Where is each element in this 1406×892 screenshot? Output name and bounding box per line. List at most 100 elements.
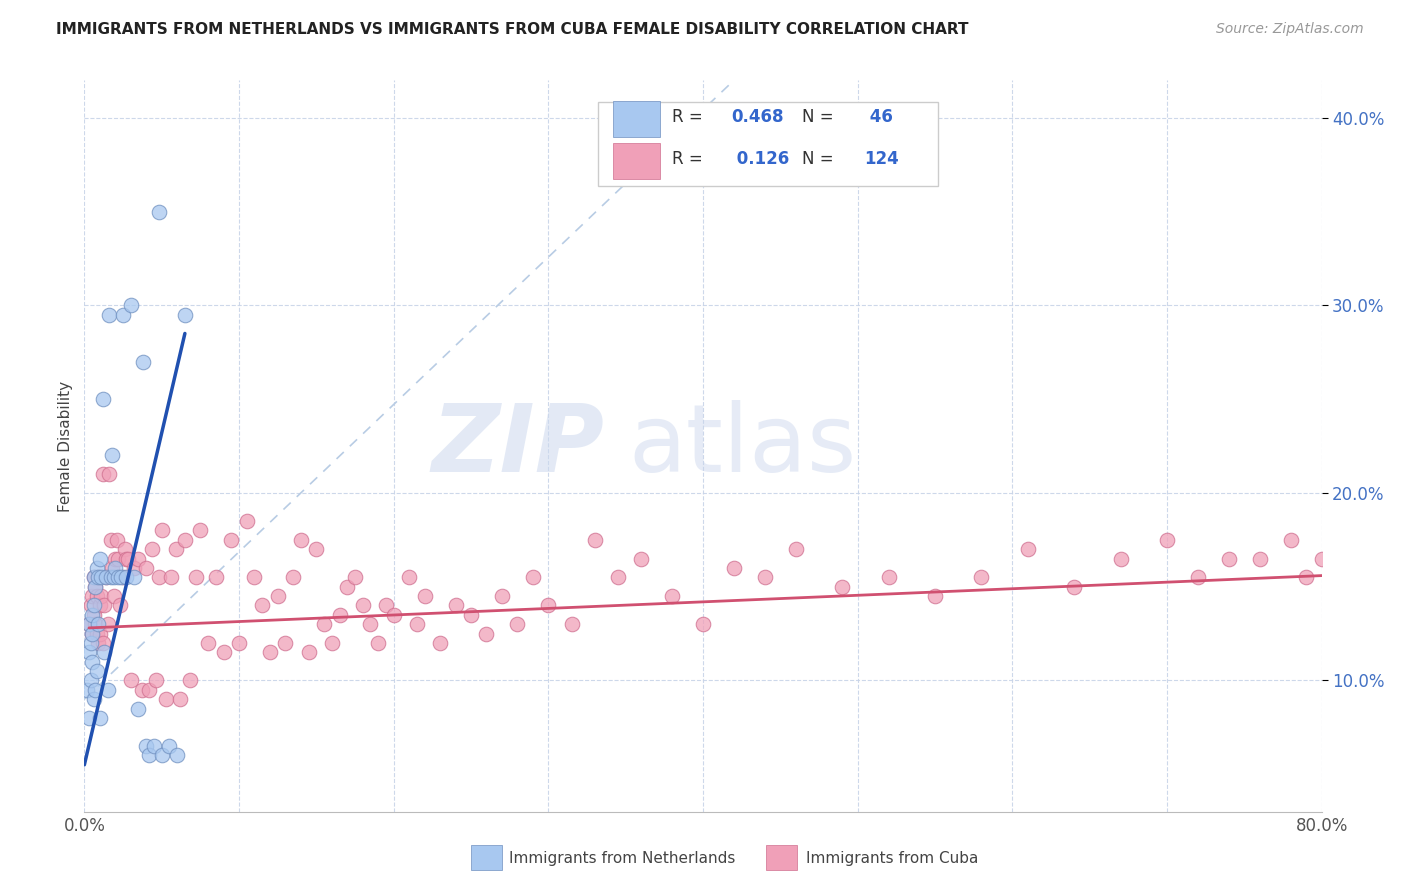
Point: [970, 570, 993, 584]
Point: [98, 467, 121, 482]
Point: [83, 607, 105, 622]
Point: [398, 570, 420, 584]
Point: [120, 673, 142, 688]
Point: [321, 636, 343, 650]
Point: [84, 580, 107, 594]
Point: [1333, 533, 1355, 547]
Point: [169, 692, 191, 706]
Point: [89, 711, 111, 725]
Point: [87, 636, 110, 650]
Point: [560, 617, 583, 632]
Point: [661, 589, 683, 603]
Point: [250, 599, 273, 613]
Point: [413, 589, 436, 603]
Point: [1249, 551, 1271, 566]
Point: [91, 467, 114, 482]
Point: [583, 533, 606, 547]
Point: [96, 617, 118, 632]
Point: [1187, 570, 1209, 584]
Point: [297, 645, 319, 659]
Point: [93, 645, 115, 659]
Point: [405, 617, 427, 632]
Point: [924, 589, 946, 603]
Point: [103, 570, 125, 584]
Point: [444, 599, 467, 613]
Point: [127, 551, 149, 566]
Point: [122, 570, 145, 584]
Point: [1403, 551, 1406, 566]
Bar: [613, 143, 659, 179]
Point: [150, 524, 173, 538]
Text: Source: ZipAtlas.com: Source: ZipAtlas.com: [1216, 22, 1364, 37]
Text: Immigrants from Netherlands: Immigrants from Netherlands: [509, 851, 735, 865]
Point: [165, 542, 187, 557]
Point: [429, 636, 451, 650]
Point: [155, 692, 177, 706]
Point: [131, 682, 153, 697]
Point: [630, 551, 652, 566]
Point: [101, 449, 124, 463]
FancyBboxPatch shape: [598, 103, 938, 186]
Point: [115, 551, 138, 566]
Point: [1109, 551, 1132, 566]
Point: [138, 682, 160, 697]
Point: [108, 599, 131, 613]
Point: [336, 580, 359, 594]
Text: ZIP: ZIP: [432, 400, 605, 492]
Point: [754, 570, 776, 584]
Point: [96, 682, 118, 697]
Point: [212, 645, 235, 659]
Y-axis label: Female Disability: Female Disability: [58, 380, 73, 512]
Text: N =: N =: [801, 150, 839, 169]
Point: [89, 599, 111, 613]
Text: N =: N =: [801, 108, 839, 126]
Point: [235, 514, 259, 528]
Point: [145, 673, 167, 688]
Point: [228, 636, 250, 650]
Point: [79, 673, 101, 688]
Point: [312, 617, 335, 632]
Point: [87, 570, 110, 584]
Point: [1156, 533, 1178, 547]
Point: [89, 551, 111, 566]
Point: [1348, 551, 1371, 566]
Point: [1295, 570, 1317, 584]
Point: [1364, 542, 1386, 557]
Point: [90, 589, 112, 603]
Point: [243, 570, 266, 584]
Point: [522, 570, 544, 584]
Point: [105, 533, 128, 547]
Point: [91, 392, 114, 406]
Point: [367, 636, 389, 650]
Point: [120, 298, 142, 312]
Text: R =: R =: [672, 108, 709, 126]
Point: [267, 589, 290, 603]
Point: [82, 607, 104, 622]
Point: [104, 561, 127, 575]
Point: [87, 617, 110, 632]
Point: [77, 617, 100, 632]
Point: [785, 542, 807, 557]
Point: [77, 645, 100, 659]
Point: [112, 570, 135, 584]
Point: [86, 561, 108, 575]
Point: [84, 682, 107, 697]
Point: [259, 645, 281, 659]
Point: [94, 570, 117, 584]
Bar: [613, 101, 659, 137]
Point: [174, 308, 197, 322]
Point: [606, 570, 628, 584]
Point: [219, 533, 242, 547]
Point: [117, 551, 139, 566]
Point: [135, 561, 157, 575]
Point: [491, 589, 513, 603]
Text: IMMIGRANTS FROM NETHERLANDS VS IMMIGRANTS FROM CUBA FEMALE DISABILITY CORRELATIO: IMMIGRANTS FROM NETHERLANDS VS IMMIGRANT…: [56, 22, 969, 37]
Point: [274, 636, 297, 650]
Point: [179, 673, 201, 688]
Point: [1395, 570, 1406, 584]
Point: [107, 570, 129, 584]
Point: [100, 533, 122, 547]
Point: [100, 570, 122, 584]
Point: [122, 561, 145, 575]
Point: [831, 580, 853, 594]
